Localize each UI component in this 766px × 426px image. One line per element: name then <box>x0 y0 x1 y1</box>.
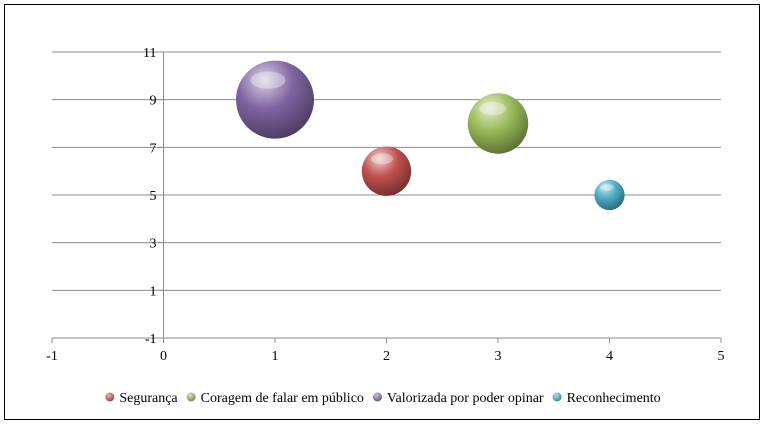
legend: Segurança Coragem de falar em público Valo… <box>105 391 661 406</box>
bubble-highlight-0 <box>370 153 394 165</box>
bubble-highlight-3 <box>599 184 614 191</box>
y-tick-label-5: 11 <box>143 46 156 61</box>
x-tick-label-2: 1 <box>272 349 279 364</box>
legend-item-1: Coragem de falar em público <box>186 391 364 406</box>
x-tick-label-1: 0 <box>160 349 167 364</box>
legend-label-2: Valorizada por poder opinar <box>387 391 544 406</box>
legend-item-2: Valorizada por poder opinar <box>372 391 544 406</box>
legend-marker-2 <box>372 392 382 402</box>
bubbles <box>236 60 625 211</box>
bubble-0 <box>361 146 412 196</box>
bubble-1 <box>467 93 529 154</box>
y-tick-label-3: 7 <box>150 141 157 156</box>
x-tick-label-5: 4 <box>606 349 613 364</box>
chart-frame: -1 0 1 2 3 4 5 1 3 5 7 9 11 -1 Segurança Coragem de fa… <box>4 4 760 420</box>
x-tick-label-3: 2 <box>383 349 390 364</box>
legend-label-3: Reconhecimento <box>567 391 661 406</box>
bubble-highlight-1 <box>478 101 507 116</box>
bubble-highlight-2 <box>250 71 286 89</box>
x-tick-label-0: -1 <box>46 349 58 364</box>
bubble-circle-1 <box>467 93 529 154</box>
bubble-3 <box>594 179 625 211</box>
legend-marker-1 <box>186 392 196 402</box>
y-tick-label-6: -1 <box>145 332 157 347</box>
bubble-circle-0 <box>361 146 412 196</box>
y-tick-label-4: 9 <box>150 94 157 109</box>
bubble-2 <box>236 60 314 139</box>
x-tick-label-6: 5 <box>718 349 725 364</box>
bubble-circle-2 <box>236 60 314 139</box>
legend-marker-3 <box>552 392 562 402</box>
y-tick-label-1: 3 <box>150 237 157 252</box>
legend-item-0: Segurança <box>105 391 178 406</box>
legend-label-0: Segurança <box>119 391 178 406</box>
bubble-circle-3 <box>594 179 625 211</box>
legend-label-1: Coragem de falar em público <box>201 391 364 406</box>
y-tick-label-0: 1 <box>150 284 157 299</box>
legend-marker-0 <box>105 392 115 402</box>
legend-item-3: Reconhecimento <box>552 391 661 406</box>
y-tick-label-2: 5 <box>150 189 157 204</box>
x-tick-label-4: 3 <box>495 349 502 364</box>
